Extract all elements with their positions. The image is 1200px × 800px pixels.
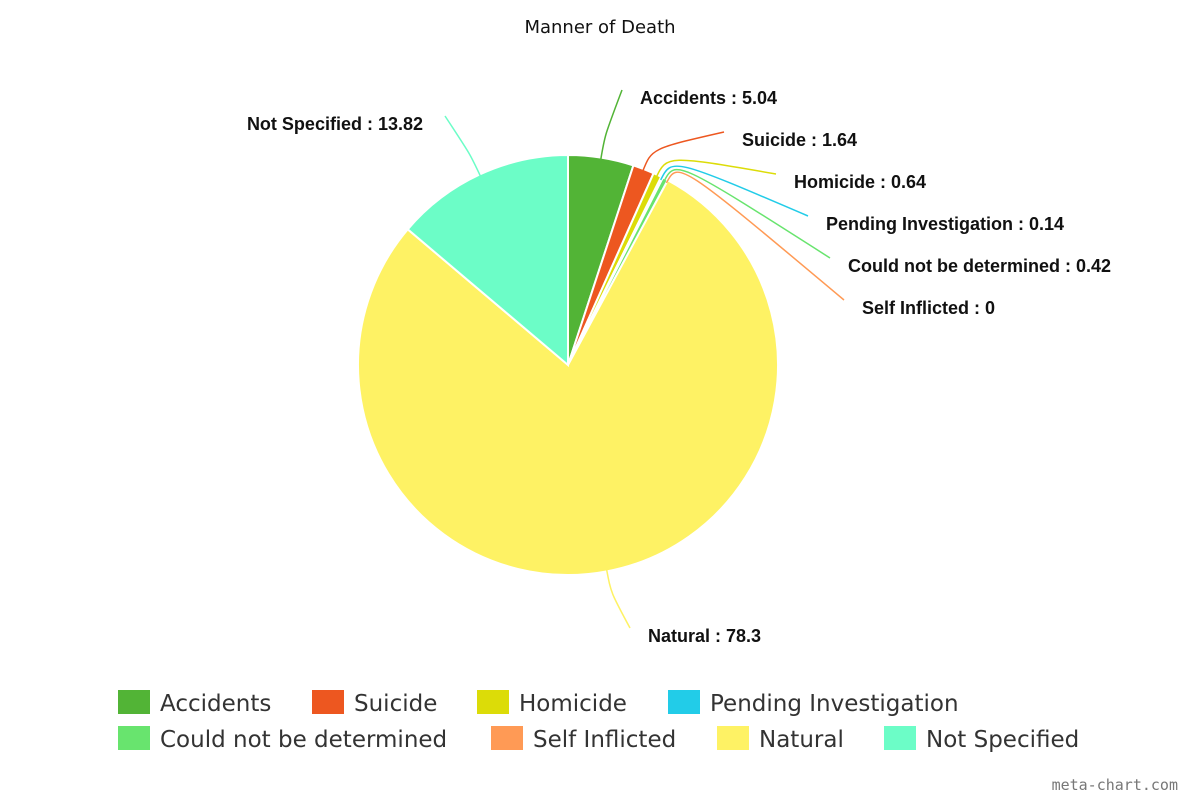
legend-item-self-inflicted[interactable]: Self Inflicted	[491, 726, 676, 753]
legend-swatch-could-not-be-determined	[118, 726, 150, 750]
data-label-accidents: Accidents : 5.04	[640, 88, 777, 108]
legend-swatch-self-inflicted	[491, 726, 523, 750]
data-label-could-not-be-determined: Could not be determined : 0.42	[848, 256, 1111, 276]
data-labels: Accidents : 5.04 Suicide : 1.64 Homicide :…	[247, 88, 1111, 646]
legend-item-suicide[interactable]: Suicide	[312, 690, 437, 717]
data-label-homicide: Homicide : 0.64	[794, 172, 926, 192]
leader-line-homicide	[655, 159, 777, 179]
legend-label-not-specified: Not Specified	[926, 727, 1079, 753]
legend-label-suicide: Suicide	[354, 691, 437, 717]
credit-text: meta-chart.com	[1052, 776, 1178, 794]
pie-slices	[357, 153, 779, 576]
legend-label-self-inflicted: Self Inflicted	[533, 727, 676, 753]
leader-line-natural	[605, 568, 631, 629]
leader-line-could-not-be-determined	[663, 168, 831, 259]
legend-label-homicide: Homicide	[519, 691, 627, 717]
legend-swatch-pending-investigation	[668, 690, 700, 714]
legend-label-could-not-be-determined: Could not be determined	[160, 727, 447, 753]
legend-item-natural[interactable]: Natural	[717, 726, 844, 753]
data-label-not-specified: Not Specified : 13.82	[247, 114, 423, 134]
leader-line-suicide	[641, 131, 725, 173]
data-label-suicide: Suicide : 1.64	[742, 130, 857, 150]
legend-label-natural: Natural	[759, 727, 844, 753]
leader-line-not-specified	[444, 115, 482, 178]
legend-item-pending-investigation[interactable]: Pending Investigation	[668, 690, 959, 717]
data-label-pending-investigation: Pending Investigation : 0.14	[826, 214, 1064, 234]
data-label-natural: Natural : 78.3	[648, 626, 761, 646]
legend-label-accidents: Accidents	[160, 691, 271, 717]
legend-label-pending-investigation: Pending Investigation	[710, 691, 959, 717]
legend-swatch-homicide	[477, 690, 509, 714]
legend-swatch-not-specified	[884, 726, 916, 750]
chart-title: Manner of Death	[524, 17, 675, 38]
legend-item-not-specified[interactable]: Not Specified	[884, 726, 1079, 753]
legend: Accidents Suicide Homicide Pending Investig…	[118, 690, 1079, 753]
legend-swatch-accidents	[118, 690, 150, 714]
leader-line-pending-investigation	[660, 165, 809, 217]
legend-item-accidents[interactable]: Accidents	[118, 690, 271, 717]
data-label-self-inflicted: Self Inflicted : 0	[862, 298, 995, 318]
legend-swatch-suicide	[312, 690, 344, 714]
leader-line-self-inflicted	[665, 171, 845, 301]
leader-line-accidents	[599, 89, 623, 161]
leader-lines	[444, 89, 845, 629]
legend-item-could-not-be-determined[interactable]: Could not be determined	[118, 726, 447, 753]
legend-swatch-natural	[717, 726, 749, 750]
legend-item-homicide[interactable]: Homicide	[477, 690, 627, 717]
